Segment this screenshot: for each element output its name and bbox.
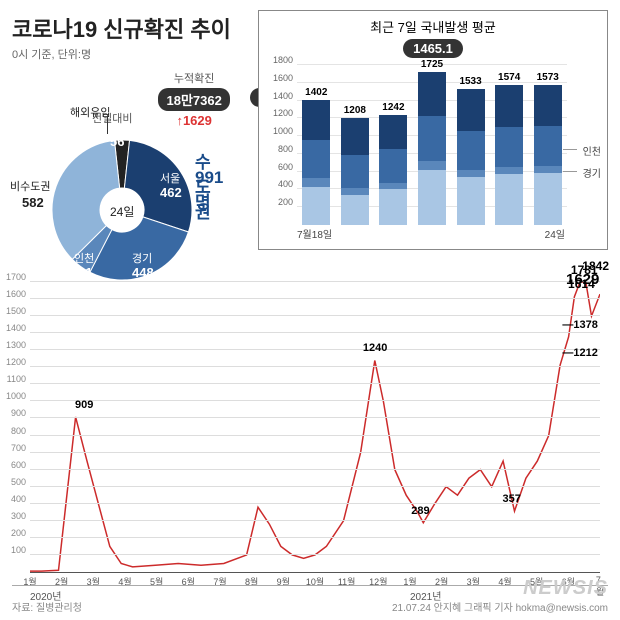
main-line-svg [30,282,600,572]
overseas-value: 56 [110,134,124,149]
region-seoul: 서울 [583,203,601,218]
incheon-value: 81 [78,265,92,280]
source-footer: 자료: 질병관리청 [12,599,82,614]
newsis-logo: NEWSIS [523,577,608,600]
credit-line: 21.07.24 안지혜 그래픽 기자 hokma@newsis.com [392,599,608,614]
region-gyeonggi-line [563,171,577,172]
overseas-line [107,116,108,134]
seoul-label: 서울 [160,170,180,186]
inset-avg: 1465.1 [403,39,463,58]
region-gyeonggi: 경기 [583,165,601,180]
region-incheon: 인천 [583,143,601,158]
overseas-label: 해외유입 [70,104,110,120]
donut-chart: 해외유입 56 비수도권 582 인천 81 경기 448 서울 462 수도권… [12,110,222,300]
incheon-label: 인천 [74,250,94,266]
inset-x-start: 7월18일 [297,226,332,241]
x-axis [30,572,600,573]
inset-chart: 2004006008001000120014001600180014021208… [297,65,567,225]
noncap-label: 비수도권 [10,178,50,194]
region-incheon-line [563,149,577,150]
inset-title: 최근 7일 국내발생 평균 [259,17,607,36]
donut-center: 24일 [110,203,134,220]
cap-value: 991명 [195,168,223,213]
noncap-value: 582 [22,195,44,210]
seoul-value: 462 [160,185,182,200]
gyeonggi-label: 경기 [132,250,152,266]
cum-value: 18만7362 [158,88,229,111]
cum-label: 누적확진 [158,70,229,86]
gyeonggi-value: 448 [132,265,154,280]
footer-divider [12,585,608,586]
inset-x-end: 24일 [545,226,565,241]
inset-panel: 최근 7일 국내발생 평균 1465.1 2004006008001000120… [258,10,608,250]
main-chart: 1002003004005006007008009001000110012001… [30,282,600,572]
